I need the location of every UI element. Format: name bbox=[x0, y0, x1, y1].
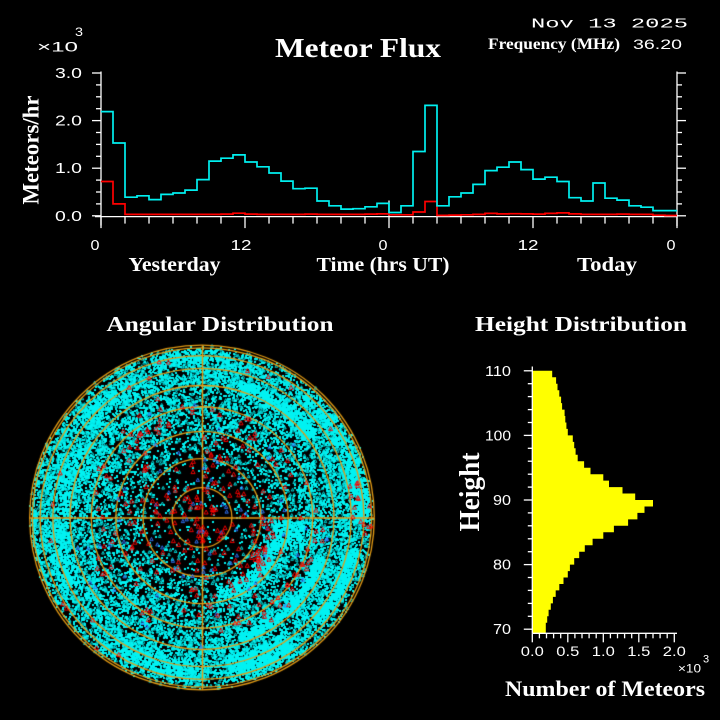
svg-text:1.5: 1.5 bbox=[627, 644, 650, 659]
svg-text:100: 100 bbox=[485, 428, 511, 444]
svg-text:×10: ×10 bbox=[678, 662, 701, 676]
svg-text:2.0: 2.0 bbox=[663, 644, 686, 659]
svg-text:Today: Today bbox=[577, 254, 637, 276]
svg-text:Height Distribution: Height Distribution bbox=[475, 312, 687, 336]
svg-text:3: 3 bbox=[75, 25, 83, 39]
svg-text:0.0: 0.0 bbox=[55, 209, 82, 225]
svg-text:0.5: 0.5 bbox=[556, 644, 579, 659]
svg-text:×10: ×10 bbox=[37, 40, 78, 55]
svg-text:3: 3 bbox=[703, 654, 709, 666]
svg-text:0: 0 bbox=[379, 238, 388, 254]
svg-text:Meteors/hr: Meteors/hr bbox=[19, 96, 44, 205]
svg-text:12: 12 bbox=[231, 238, 252, 254]
svg-text:2.0: 2.0 bbox=[55, 114, 82, 130]
svg-text:80: 80 bbox=[493, 558, 511, 574]
svg-text:90: 90 bbox=[493, 493, 511, 509]
svg-text:Nov 13 2025: Nov 13 2025 bbox=[531, 17, 688, 33]
svg-text:0: 0 bbox=[667, 238, 676, 254]
svg-text:70: 70 bbox=[493, 622, 511, 638]
svg-text:Angular Distribution: Angular Distribution bbox=[107, 312, 334, 336]
svg-text:1.0: 1.0 bbox=[55, 161, 82, 177]
svg-text:Meteor Flux: Meteor Flux bbox=[275, 32, 441, 63]
svg-text:Yesterday: Yesterday bbox=[129, 254, 221, 276]
svg-text:0.0: 0.0 bbox=[521, 644, 544, 659]
svg-text:36.20: 36.20 bbox=[633, 36, 682, 52]
svg-text:0: 0 bbox=[91, 238, 100, 254]
svg-text:3.0: 3.0 bbox=[55, 66, 82, 82]
svg-text:Frequency (MHz): Frequency (MHz) bbox=[488, 36, 620, 53]
svg-text:1.0: 1.0 bbox=[592, 644, 615, 659]
svg-text:Height: Height bbox=[455, 452, 486, 532]
svg-text:110: 110 bbox=[485, 364, 511, 380]
svg-text:Time (hrs UT): Time (hrs UT) bbox=[317, 254, 450, 276]
svg-text:12: 12 bbox=[518, 238, 539, 254]
svg-text:Number of Meteors: Number of Meteors bbox=[505, 676, 705, 701]
